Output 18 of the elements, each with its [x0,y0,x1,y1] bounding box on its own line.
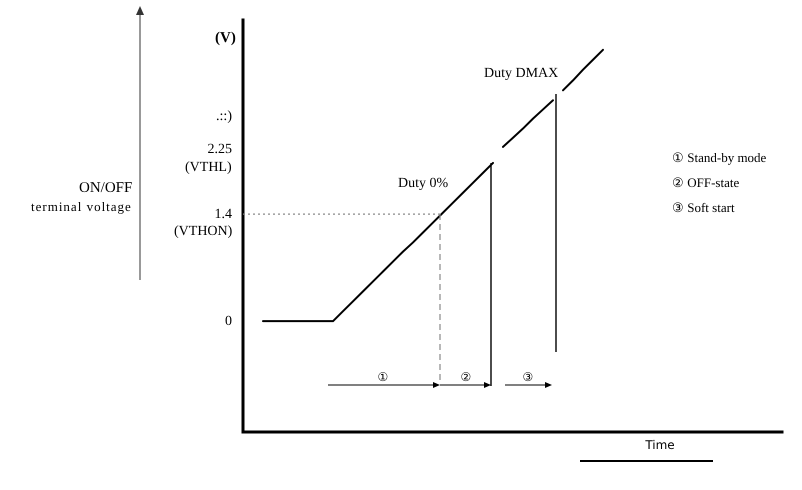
y-tick-label: 0 [225,314,232,329]
text: ③ Soft start [672,200,735,216]
x-axis-title: Time [644,438,676,452]
y-tick-label: .::) [216,108,232,124]
y-tick-label: 2.25 [208,142,232,157]
text: (VTHON) [174,224,232,240]
annotation: Duty DMAX [484,66,558,82]
text: (VTHL) [185,160,232,176]
text: (V) [215,30,236,46]
annotation: Duty 0% [398,176,448,192]
text: ON/OFF [79,180,132,196]
y-tick-label: 1.4 [214,206,232,222]
annotation: ③ [522,369,534,385]
annotation: ① [378,369,388,385]
text: ① Stand-by mode [672,150,766,166]
text: terminal voltage [31,199,132,215]
annotation: ② [460,369,472,385]
text: ② OFF-state [672,175,740,191]
